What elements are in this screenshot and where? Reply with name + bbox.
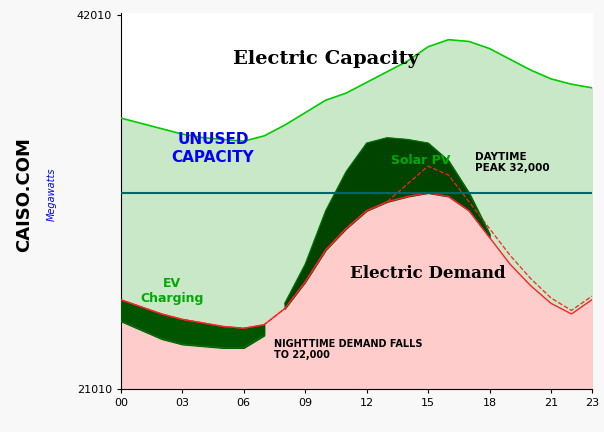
Text: Electric Demand: Electric Demand <box>350 264 506 282</box>
Text: NIGHTTIME DEMAND FALLS
TO 22,000: NIGHTTIME DEMAND FALLS TO 22,000 <box>274 339 423 360</box>
Text: DAYTIME
PEAK 32,000: DAYTIME PEAK 32,000 <box>475 152 550 173</box>
Text: EV
Charging: EV Charging <box>140 277 204 305</box>
Text: Megawatts: Megawatts <box>47 168 56 221</box>
Text: CAISO.COM: CAISO.COM <box>15 137 33 252</box>
Text: Solar PV: Solar PV <box>391 154 451 167</box>
Text: UNUSED
CAPACITY: UNUSED CAPACITY <box>172 131 254 165</box>
Text: Electric Capacity: Electric Capacity <box>233 50 419 68</box>
